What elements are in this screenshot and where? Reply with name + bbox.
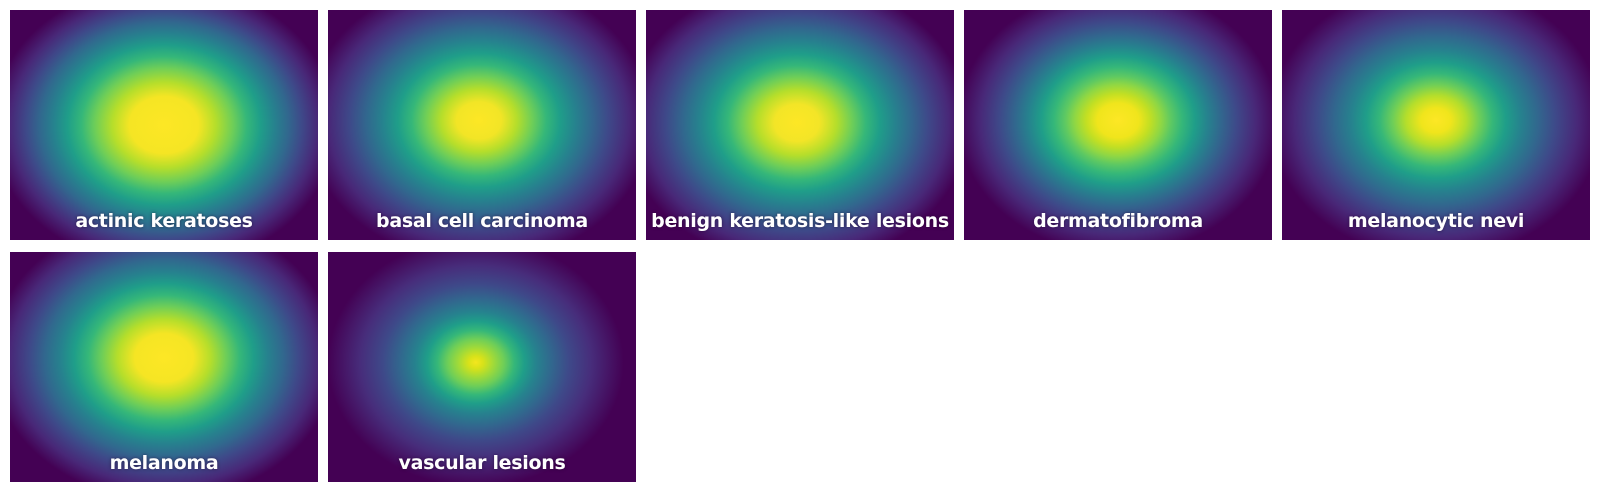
heatmap-panel-vascular-lesions: vascular lesions: [328, 252, 636, 482]
heatmap-panel-actinic-keratoses: actinic keratoses: [10, 10, 318, 240]
heatmap-panel-melanocytic-nevi: melanocytic nevi: [1282, 10, 1590, 240]
heatmap-image: [646, 10, 954, 240]
heatmap-panel-benign-keratosis-like-lesions: benign keratosis-like lesions: [646, 10, 954, 240]
heatmap-image: [328, 252, 636, 482]
panel-label: benign keratosis-like lesions: [651, 210, 949, 232]
panel-label: melanocytic nevi: [1347, 210, 1525, 232]
heatmap-image: [1282, 10, 1590, 240]
heatmap-grid: actinic keratoses basal cell carcinoma b…: [10, 10, 1590, 482]
panel-label: actinic keratoses: [75, 210, 253, 232]
panel-label: melanoma: [109, 452, 219, 474]
panel-label: dermatofibroma: [1033, 210, 1203, 232]
heatmap-image: [10, 252, 318, 482]
heatmap-image: [964, 10, 1272, 240]
heatmap-panel-melanoma: melanoma: [10, 252, 318, 482]
heatmap-panel-dermatofibroma: dermatofibroma: [964, 10, 1272, 240]
panel-label: basal cell carcinoma: [376, 210, 588, 232]
heatmap-image: [10, 10, 318, 240]
heatmap-panel-basal-cell-carcinoma: basal cell carcinoma: [328, 10, 636, 240]
panel-label: vascular lesions: [398, 452, 566, 474]
heatmap-image: [328, 10, 636, 240]
